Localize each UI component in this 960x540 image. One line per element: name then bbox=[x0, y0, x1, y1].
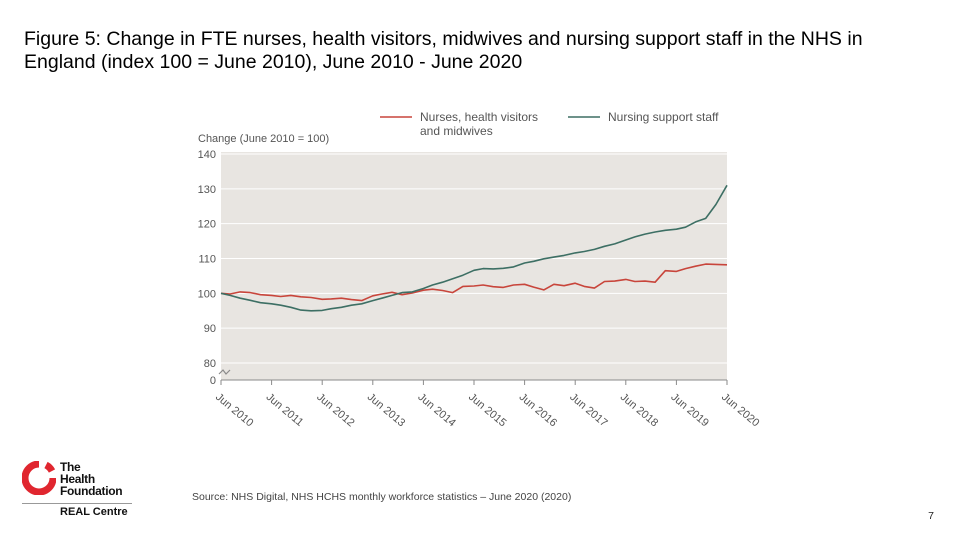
chart-legend: Nurses, health visitors and midwives Nursi… bbox=[380, 110, 719, 138]
y-tick-label: 0 bbox=[210, 375, 216, 387]
y-axis-label: Change (June 2010 = 100) bbox=[198, 133, 329, 145]
y-tick-label: 120 bbox=[198, 219, 216, 231]
plot-background bbox=[221, 152, 727, 380]
x-tick-label: Jun 2013 bbox=[365, 391, 407, 429]
x-tick-label: Jun 2012 bbox=[314, 391, 356, 429]
logo-word: Foundation bbox=[60, 484, 123, 498]
series-line-support bbox=[220, 184, 728, 312]
page-number: 7 bbox=[928, 510, 934, 522]
x-tick-label: Jun 2019 bbox=[668, 391, 710, 429]
x-tick-label: Jun 2010 bbox=[213, 391, 255, 429]
source-note: Source: NHS Digital, NHS HCHS monthly wo… bbox=[192, 491, 572, 503]
series-line-nurses bbox=[220, 263, 728, 302]
x-tick-label: Jun 2018 bbox=[618, 391, 660, 429]
legend-label: Nursing support staff bbox=[608, 110, 719, 124]
y-tick-label: 140 bbox=[198, 149, 216, 161]
logo-subtitle: REAL Centre bbox=[60, 506, 128, 518]
logo-wordmark: The Health Foundation bbox=[60, 460, 123, 498]
y-tick-label: 90 bbox=[204, 323, 216, 335]
logo-word: The bbox=[60, 460, 81, 474]
y-tick-label: 80 bbox=[204, 358, 216, 370]
logo-ring-icon bbox=[22, 461, 56, 495]
logo-word: Health bbox=[60, 472, 95, 486]
health-foundation-logo: The Health Foundation REAL Centre bbox=[22, 461, 142, 521]
x-tick-label: Jun 2016 bbox=[517, 391, 559, 429]
slide-title: Figure 5: Change in FTE nurses, health v… bbox=[24, 28, 863, 73]
x-tick-label: Jun 2017 bbox=[567, 391, 609, 429]
axis-break-mark bbox=[218, 369, 231, 375]
y-tick-label: 100 bbox=[198, 288, 216, 300]
x-tick-label: Jun 2020 bbox=[719, 391, 761, 429]
y-tick-label: 110 bbox=[198, 254, 216, 266]
x-tick-label: Jun 2011 bbox=[264, 391, 306, 429]
x-tick-label: Jun 2015 bbox=[466, 391, 508, 429]
y-tick-label: 130 bbox=[198, 184, 216, 196]
legend-label: Nurses, health visitors and midwives bbox=[420, 110, 538, 138]
x-tick-label: Jun 2014 bbox=[415, 391, 457, 429]
logo-divider bbox=[22, 503, 132, 504]
